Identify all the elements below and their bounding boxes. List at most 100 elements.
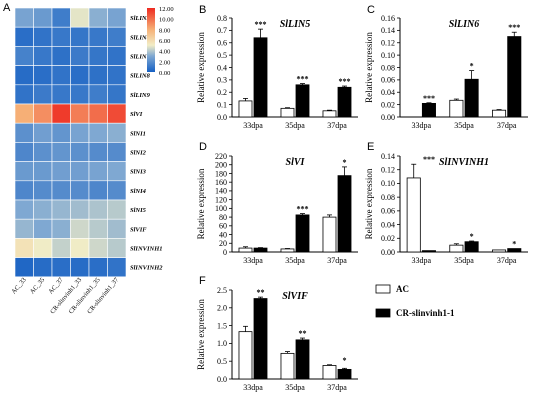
- y-tick-label-sllin5: 0.5: [217, 51, 227, 60]
- y-tick-label-slvi: 140: [215, 187, 227, 196]
- colorbar-tick-label: 4.00: [159, 49, 170, 56]
- y-tick-label-sllin6: 0.16: [381, 14, 395, 23]
- heatmap-cell-sllin8-cr-slinvinh1-35: [88, 65, 108, 86]
- heatmap-cell-slni3-cr-slinvinh1-33: [70, 161, 90, 182]
- heatmap-cell-slvif-cr-slinvinh1-37: [107, 218, 127, 239]
- y-tick-label-slinvinh1: 0.06: [381, 207, 395, 216]
- bar-chart-slin5: 0.0 0.1 0.2 0.3 0.4 0.5 0.6 0.7 0.8 Relative expr…: [196, 14, 358, 130]
- significance-mark-slvi: ***: [297, 205, 309, 214]
- heatmap-cell-slvi-ac-33: [14, 103, 34, 124]
- heatmap-cell-slni1-ac-35: [33, 122, 53, 143]
- y-tick-label-slinvinh1: 0.10: [381, 179, 395, 188]
- heatmap-cell-sllin6-cr-slinvinh1-37: [107, 26, 127, 47]
- bar-slinvinh1-cr-slinvinh1-1-33dpa: [421, 250, 436, 253]
- heatmap: SlLIN5 SlLIN6 SlLIN7 SlLIN8 SlLIN9 SlVI SlNI1 S…: [10, 7, 163, 315]
- y-tick-label-slvi: 60: [219, 222, 227, 231]
- heatmap-cell-sllin9-ac-37: [51, 84, 71, 105]
- y-tick-label-slvif: 0.0: [217, 375, 227, 384]
- heatmap-cell-slni3-cr-slinvinh1-35: [88, 161, 108, 182]
- heatmap-cell-slni2-cr-slinvinh1-37: [107, 142, 127, 162]
- heatmap-cell-slni2-cr-slinvinh1-33: [70, 142, 90, 162]
- heatmap-cell-slinvinh1-cr-slinvinh1-33: [70, 238, 90, 258]
- bar-slinvinh1-ac-35dpa: [449, 244, 464, 253]
- significance-mark-sllin6: *: [470, 62, 474, 71]
- y-tick-label-sllin5: 0.1: [217, 100, 227, 109]
- y-tick-label-slinvinh1: 0.04: [381, 220, 395, 229]
- chart-title-sllin6: SlLIN6: [449, 19, 480, 30]
- heatmap-cell-slvi-ac-35: [33, 103, 53, 124]
- heatmap-cell-sllin6-ac-35: [33, 26, 53, 47]
- heatmap-row-label-sllin5: SlLIN5: [130, 15, 151, 22]
- x-tick-label-sllin6: 35dpa: [454, 121, 474, 130]
- y-axis-label-slinvinh1: Relative expression: [364, 168, 374, 239]
- bar-sllin5-ac-37dpa: [322, 110, 337, 118]
- significance-mark-sllin6: ***: [423, 94, 435, 103]
- colorbar-tick-label: 12.00: [159, 6, 174, 13]
- heatmap-cell-sllin7-cr-slinvinh1-37: [107, 46, 127, 66]
- heatmap-cell-slinvinh2-cr-slinvinh1-35: [88, 257, 108, 278]
- panel-letter-d: D: [199, 141, 207, 153]
- heatmap-cell-sllin7-cr-slinvinh1-35: [88, 46, 108, 66]
- y-tick-label-sllin6: 0.12: [381, 39, 395, 48]
- chart-title-sllin5: SlLIN5: [280, 19, 311, 30]
- legend-label-cr: CR-slinvinh1-1: [396, 308, 455, 318]
- panel-letter-a: A: [3, 2, 11, 14]
- chart-title-slvif: SlVIF: [282, 291, 308, 302]
- bar-sllin6-ac-37dpa: [492, 109, 507, 118]
- heatmap-cell-slinvinh1-ac-33: [14, 238, 34, 258]
- significance-mark-slvif: **: [299, 329, 307, 338]
- heatmap-cell-slni5-ac-33: [14, 199, 34, 220]
- heatmap-cell-sllin5-ac-35: [33, 7, 53, 28]
- x-tick-label-sllin5: 35dpa: [285, 121, 305, 130]
- bar-sllin5-cr-slinvinh1-1-35dpa: [295, 84, 310, 118]
- y-tick-label-slvif: 1.0: [217, 339, 227, 348]
- y-tick-label-sllin5: 0.2: [217, 88, 227, 97]
- y-tick-label-sllin5: 0.4: [217, 63, 227, 72]
- bar-sllin5-ac-33dpa: [238, 100, 253, 118]
- x-tick-label-slvif: 37dpa: [327, 383, 347, 392]
- heatmap-cell-sllin7-ac-33: [14, 46, 34, 66]
- heatmap-cell-slni5-cr-slinvinh1-37: [107, 199, 127, 220]
- heatmap-cell-slvif-ac-33: [14, 218, 34, 239]
- heatmap-row-label-slinvinh1: SlINVINH1: [130, 246, 163, 253]
- heatmap-row-label-slni2: SlNI2: [130, 150, 147, 157]
- heatmap-cell-slni3-ac-35: [33, 161, 53, 182]
- y-axis-label-sllin6: Relative expression: [364, 32, 374, 103]
- y-axis-label-slvif: Relative expression: [196, 299, 206, 370]
- y-tick-label-slinvinh1: 0.02: [381, 234, 395, 243]
- heatmap-cell-slni1-ac-33: [14, 122, 34, 143]
- heatmap-cell-sllin5-ac-33: [14, 7, 34, 28]
- bar-sllin6-cr-slinvinh1-1-33dpa: [421, 102, 436, 118]
- heatmap-cell-slvif-cr-slinvinh1-35: [88, 218, 108, 239]
- heatmap-cell-slvif-ac-37: [51, 218, 71, 239]
- heatmap-row-label-slvif: SlVIF: [130, 226, 147, 233]
- x-tick-label-slvi: 37dpa: [327, 256, 347, 265]
- x-tick-label-slvi: 33dpa: [243, 256, 263, 265]
- heatmap-cell-sllin8-ac-33: [14, 65, 34, 86]
- heatmap-row-label-slni4: SlNI4: [130, 188, 147, 195]
- colorbar-tick-label: 0.00: [159, 70, 170, 77]
- heatmap-cell-slinvinh1-cr-slinvinh1-35: [88, 238, 108, 258]
- y-tick-label-sllin5: 0.0: [217, 113, 227, 122]
- heatmap-cell-slni1-ac-37: [51, 122, 71, 143]
- y-axis-label-sllin5: Relative expression: [196, 32, 206, 103]
- bar-slvif-ac-33dpa: [238, 331, 253, 380]
- y-tick-label-sllin6: 0.06: [381, 76, 395, 85]
- bar-sllin5-ac-35dpa: [280, 107, 295, 118]
- y-tick-label-sllin6: 0.04: [381, 88, 395, 97]
- bar-slvi-cr-slinvinh1-1-37dpa: [337, 175, 352, 253]
- x-tick-label-slvi: 35dpa: [285, 256, 305, 265]
- heatmap-row-label-slinvinh2: SlINVINH2: [130, 265, 163, 272]
- y-tick-label-slvif: 1.5: [217, 321, 227, 330]
- y-tick-label-sllin5: 0.8: [217, 14, 227, 23]
- panel-letter-b: B: [199, 4, 206, 16]
- heatmap-cell-slinvinh1-cr-slinvinh1-37: [107, 238, 127, 258]
- y-tick-label-slvi: 20: [219, 239, 227, 248]
- bar-slvi-cr-slinvinh1-1-35dpa: [295, 214, 310, 253]
- y-tick-label-sllin5: 0.6: [217, 39, 227, 48]
- heatmap-cell-slinvinh1-ac-35: [33, 238, 53, 258]
- heatmap-cell-slvi-ac-37: [51, 103, 71, 124]
- heatmap-cell-sllin7-cr-slinvinh1-33: [70, 46, 90, 66]
- heatmap-cell-slni1-cr-slinvinh1-33: [70, 122, 90, 143]
